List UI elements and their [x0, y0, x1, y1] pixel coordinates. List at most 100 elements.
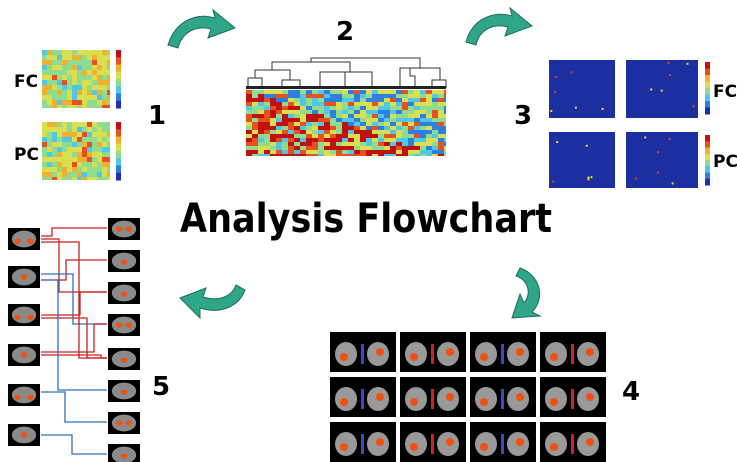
heatmap-cell: [408, 110, 414, 114]
heatmap-cell: [102, 80, 107, 85]
heatmap-cell: [62, 147, 67, 152]
heatmap-cell: [306, 150, 312, 154]
heatmap-cell: [300, 110, 306, 114]
heatmap-cell: [77, 157, 82, 162]
heatmap-cell: [396, 142, 402, 146]
heatmap-cell: [252, 122, 258, 126]
heatmap-cell: [390, 118, 396, 122]
heatmap-cell: [258, 146, 264, 150]
heatmap-cell: [72, 105, 77, 108]
heatmap-cell: [102, 127, 107, 132]
heatmap-cell: [444, 150, 446, 154]
heatmap-cell: [57, 167, 62, 172]
heatmap-cell: [47, 55, 52, 60]
heatmap-cell: [47, 152, 52, 157]
heatmap-cell: [62, 152, 67, 157]
heatmap-cell: [324, 130, 330, 134]
heatmap-cell: [342, 106, 348, 110]
heatmap-cell: [102, 75, 107, 80]
activation-blob: [446, 438, 454, 446]
colorbar: [116, 72, 121, 80]
heatmap-cell: [82, 122, 87, 127]
heatmap-cell: [390, 114, 396, 118]
heatmap-cell: [354, 94, 360, 98]
heatmap-cell: [438, 90, 444, 94]
divider: [431, 434, 434, 454]
activation-blob: [21, 432, 27, 437]
heatmap-cell: [52, 80, 57, 85]
heatmap-cell: [82, 157, 87, 162]
heatmap-cell: [258, 138, 264, 142]
heatmap-cell: [276, 146, 282, 150]
heatmap-cell: [62, 60, 67, 65]
heatmap-cell: [402, 90, 408, 94]
heatmap-cell: [318, 154, 324, 156]
heatmap-cell: [444, 102, 446, 106]
colorbar: [116, 65, 121, 73]
heatmap-cell: [270, 94, 276, 98]
heatmap-cell: [42, 137, 47, 142]
heatmap-cell: [318, 114, 324, 118]
heatmap-cell: [107, 90, 110, 95]
heatmap-cell: [252, 150, 258, 154]
heatmap-cell: [72, 122, 77, 127]
heatmap-cell: [92, 172, 97, 177]
activation-blob: [14, 315, 20, 320]
heatmap-cell: [87, 122, 92, 127]
heatmap-cell: [77, 142, 82, 147]
activation-blob: [126, 226, 132, 231]
colorbar: [705, 173, 710, 180]
heatmap-cell: [408, 154, 414, 156]
heatmap-cell: [288, 134, 294, 138]
heatmap-cell: [342, 126, 348, 130]
heatmap-cell: [330, 142, 336, 146]
heatmap-cell: [282, 114, 288, 118]
heatmap-cell: [52, 177, 57, 180]
colorbar: [116, 50, 121, 58]
heatmap-cell: [384, 98, 390, 102]
heatmap-cell: [438, 138, 444, 142]
heatmap-cell: [324, 114, 330, 118]
heatmap-cell: [432, 90, 438, 94]
heatmap-cell: [420, 106, 426, 110]
heatmap-cell: [420, 110, 426, 114]
activation-blob: [27, 315, 33, 320]
heatmap-cell: [414, 94, 420, 98]
colorbar: [705, 108, 710, 115]
heatmap-cell: [87, 137, 92, 142]
heatmap-cell: [252, 126, 258, 130]
heatmap-cell: [408, 138, 414, 142]
heatmap-cell: [342, 154, 348, 156]
heatmap-cell: [324, 154, 330, 156]
heatmap-cell: [276, 138, 282, 142]
heatmap-cell: [97, 137, 102, 142]
activation-blob: [480, 398, 488, 406]
heatmap-cell: [77, 95, 82, 100]
heatmap-cell: [97, 85, 102, 90]
heatmap-cell: [354, 142, 360, 146]
heatmap-cell: [42, 55, 47, 60]
heatmap-cell: [52, 167, 57, 172]
heatmap-cell: [390, 94, 396, 98]
heatmap-cell: [57, 100, 62, 105]
heatmap-cell: [82, 80, 87, 85]
heatmap-cell: [294, 126, 300, 130]
heatmap-cell: [77, 75, 82, 80]
heatmap-cell: [252, 138, 258, 142]
heatmap-cell: [324, 102, 330, 106]
heatmap-cell: [414, 126, 420, 130]
heatmap-cell: [270, 102, 276, 106]
heatmap-cell: [102, 177, 107, 180]
heatmap-cell: [312, 154, 318, 156]
heatmap-cell: [432, 150, 438, 154]
heatmap-cell: [77, 55, 82, 60]
heatmap-cell: [276, 130, 282, 134]
heatmap-cell: [438, 154, 444, 156]
heatmap-cell: [294, 90, 300, 94]
heatmap-cell: [414, 150, 420, 154]
heatmap-cell: [372, 102, 378, 106]
heatmap-cell: [318, 146, 324, 150]
heatmap-cell: [306, 90, 312, 94]
heatmap-cell: [396, 122, 402, 126]
heatmap-cell: [360, 98, 366, 102]
